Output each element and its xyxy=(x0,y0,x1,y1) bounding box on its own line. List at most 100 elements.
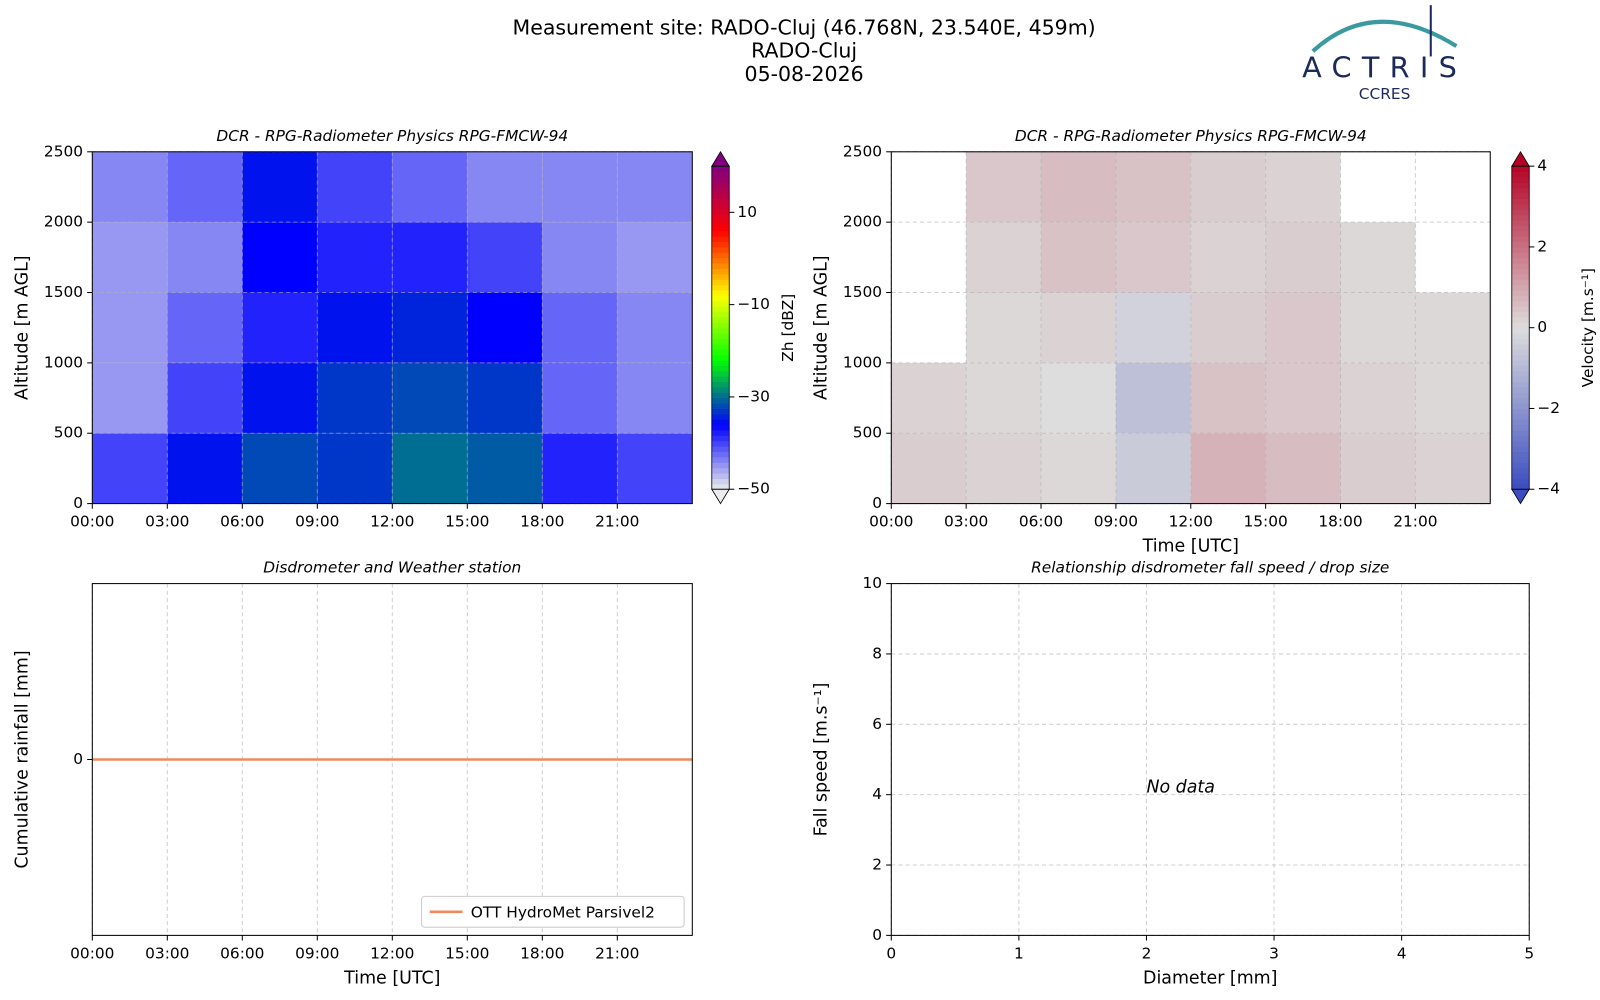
x-tick-label: 03:00 xyxy=(145,944,189,962)
colorbar-slice xyxy=(711,198,730,205)
y-tick-label: 2000 xyxy=(44,213,83,231)
heat-cell xyxy=(317,433,393,504)
panel: 00:00 03:00 06:00 09:00 12:00 15:00 18:00 21:00… xyxy=(13,127,798,531)
x-tick-label: 06:00 xyxy=(220,513,264,531)
heat-cell xyxy=(242,222,318,293)
colorbar-slice xyxy=(1511,456,1530,463)
heat-cell xyxy=(1265,151,1341,223)
colorbar-slice xyxy=(711,252,730,259)
heat-cell xyxy=(542,362,618,434)
colorbar-tick-label: −2 xyxy=(1537,399,1560,417)
colorbar-slice xyxy=(1511,483,1530,490)
colorbar-slice xyxy=(711,451,730,458)
colorbar-slice xyxy=(1511,246,1530,253)
colorbar-slice xyxy=(711,354,730,361)
colorbar-slice xyxy=(1511,268,1530,275)
y-axis-label: Fall speed [m.s⁻¹] xyxy=(812,683,832,837)
colorbar-tick-label: −30 xyxy=(737,387,769,405)
colorbar-slice xyxy=(1511,306,1530,313)
heat-cell xyxy=(1190,433,1266,504)
panel: No data 0 1 2 3 4 5 0 2 4 6 8 10 Relationship disdrom… xyxy=(812,559,1535,989)
colorbar-slice xyxy=(1511,467,1530,474)
colorbar-slice xyxy=(1511,365,1530,372)
colorbar-slice xyxy=(711,311,730,318)
colorbar-slice xyxy=(711,333,730,339)
heat-cell xyxy=(92,292,168,363)
colorbar-slice xyxy=(711,440,730,447)
x-axis-label: Diameter [mm] xyxy=(1143,968,1277,988)
heat-cell xyxy=(242,292,318,363)
heat-cell xyxy=(167,433,243,504)
heat-cell xyxy=(242,151,318,223)
x-tick-label: 12:00 xyxy=(370,944,414,962)
x-tick-label: 12:00 xyxy=(1169,513,1213,531)
colorbar-slice xyxy=(1511,187,1530,194)
colorbar-extend-bottom xyxy=(711,488,730,505)
heat-cell xyxy=(392,362,468,434)
colorbar-slice xyxy=(1511,182,1530,189)
colorbar-slice xyxy=(711,176,730,183)
colorbar-slice xyxy=(711,225,730,232)
heat-cell xyxy=(966,433,1042,504)
colorbar-slice xyxy=(1511,413,1530,420)
colorbar-slice xyxy=(1511,225,1530,232)
heat-cell xyxy=(966,222,1042,293)
colorbar-slice xyxy=(711,263,730,269)
colorbar-slice xyxy=(711,220,730,226)
heat-cell xyxy=(392,433,468,504)
colorbar-extend-top xyxy=(1511,151,1530,167)
colorbar-slice xyxy=(711,306,730,313)
x-tick-label: 18:00 xyxy=(1318,513,1362,531)
colorbar-slice xyxy=(1511,462,1530,469)
y-tick-label: 4 xyxy=(872,785,882,803)
y-tick-label: 0 xyxy=(872,926,882,944)
axes-title: DCR - RPG-Radiometer Physics RPG-FMCW-94 xyxy=(1015,127,1367,145)
y-axis-label: Altitude [m AGL] xyxy=(812,255,832,400)
colorbar-slice xyxy=(1511,424,1530,431)
heat-cell xyxy=(1041,292,1116,363)
legend-box xyxy=(421,895,685,928)
x-tick-label: 18:00 xyxy=(520,944,564,962)
colorbar-slice xyxy=(711,408,730,415)
heat-cell xyxy=(1115,433,1191,504)
colorbar-slice xyxy=(1511,349,1530,356)
colorbar-slice xyxy=(711,316,730,323)
colorbar-slice xyxy=(711,246,730,253)
colorbar-slice xyxy=(711,370,730,377)
colorbar-slice xyxy=(711,473,730,479)
colorbar-slice xyxy=(1511,311,1530,318)
colorbar-slice xyxy=(1511,408,1530,415)
heat-cell xyxy=(167,222,243,293)
heat-cell xyxy=(392,151,468,223)
colorbar-slice xyxy=(711,462,730,469)
heat-cell xyxy=(1115,292,1191,363)
heat-cell xyxy=(92,362,168,434)
axes-title: Relationship disdrometer fall speed / dr… xyxy=(1031,559,1389,577)
colorbar-tick-label: −10 xyxy=(737,295,769,313)
x-tick-label: 09:00 xyxy=(295,513,339,531)
heat-cell xyxy=(1340,433,1416,504)
colorbar-slice xyxy=(1511,295,1530,302)
heat-cell xyxy=(1115,151,1191,223)
heat-cell xyxy=(467,362,543,434)
heat-cell xyxy=(1265,362,1341,434)
colorbar-slice xyxy=(1511,376,1530,383)
logo-arc xyxy=(1311,19,1458,53)
colorbar-slice xyxy=(711,182,730,189)
colorbar-slice xyxy=(1511,198,1530,205)
colorbar-slice xyxy=(1511,473,1530,479)
heat-cell xyxy=(317,222,393,293)
x-tick-label: 15:00 xyxy=(1243,513,1287,531)
colorbar-slice xyxy=(1511,451,1530,458)
x-tick-label: 1 xyxy=(1014,944,1024,962)
x-tick-label: 09:00 xyxy=(295,944,339,962)
y-tick-label: 1000 xyxy=(44,353,83,371)
heat-cell xyxy=(92,151,168,223)
heat-cell xyxy=(1041,362,1116,434)
colorbar-slice xyxy=(1511,360,1530,366)
colorbar-slice xyxy=(711,435,730,442)
colorbar-extend-bottom xyxy=(1511,488,1530,505)
x-tick-label: 06:00 xyxy=(220,944,264,962)
colorbar-slice xyxy=(1511,203,1530,210)
heat-cell xyxy=(242,433,318,504)
